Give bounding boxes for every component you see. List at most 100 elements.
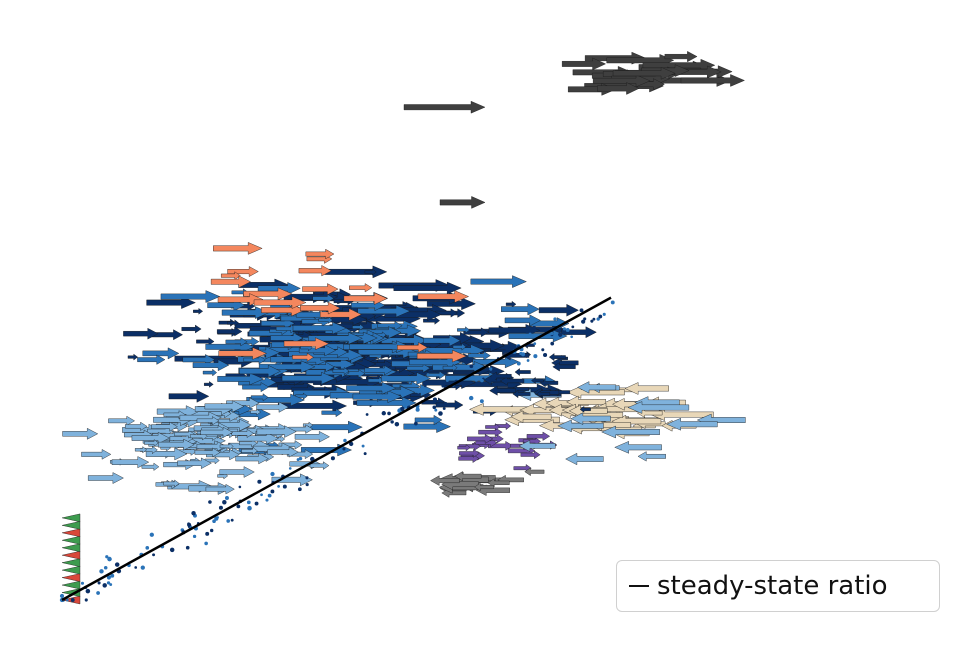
- arrow-light_blue-42: [156, 405, 200, 418]
- dot-81: [491, 375, 496, 380]
- arrow-dark_gray-9: [664, 51, 698, 63]
- arrow-mid_blue-135: [298, 344, 337, 357]
- arrow-mid_blue-116: [452, 343, 467, 351]
- dot-7: [404, 405, 408, 409]
- dot-79: [222, 500, 227, 505]
- arrow-light_blue-103: [309, 461, 330, 470]
- dot-78: [270, 489, 275, 494]
- fan-arrow-2: [61, 580, 81, 590]
- dot-67: [238, 485, 242, 489]
- arrow-light_blue-67: [196, 441, 227, 452]
- dot-112: [550, 341, 555, 346]
- arrow-light_blue_left-10: [666, 417, 718, 431]
- dot-137: [516, 361, 521, 366]
- fan-arrow-10: [61, 521, 81, 530]
- dot-114: [282, 484, 287, 489]
- dot-128: [305, 476, 309, 480]
- arrow-mid_blue-90: [192, 359, 230, 372]
- dot-157: [210, 528, 214, 533]
- arrow-beige-26: [510, 410, 552, 424]
- arrow-navy-87: [181, 324, 202, 334]
- dot-55: [296, 458, 300, 462]
- arrow-navy-173: [127, 353, 139, 361]
- arrow-navy_left-7: [499, 376, 525, 386]
- dot-30: [192, 534, 197, 539]
- dot-90: [208, 500, 212, 504]
- dot-4: [424, 384, 427, 388]
- arrow-mid_blue-14: [160, 290, 221, 303]
- fan-arrow-4: [61, 565, 81, 575]
- arrow-mid_blue-71: [364, 365, 394, 376]
- dot-96: [246, 500, 251, 505]
- dot-53: [417, 390, 420, 394]
- fan-arrow-11: [61, 513, 81, 523]
- arrow-mid_blue-62: [357, 304, 411, 318]
- arrow-salmon-15: [319, 308, 362, 321]
- dot-5: [114, 562, 120, 567]
- arrow-purple-2: [478, 427, 503, 437]
- dot-48: [438, 411, 443, 416]
- arrow-salmon-7: [218, 347, 268, 360]
- dot-24: [102, 583, 107, 588]
- dot-118: [553, 317, 557, 321]
- dot-35: [187, 522, 191, 526]
- arrow-salmon-6: [243, 287, 293, 301]
- arrow-light_blue-105: [231, 428, 254, 438]
- dot-19: [103, 566, 108, 570]
- arrow-light_blue-87: [62, 427, 99, 440]
- arrow-navy-83: [204, 381, 214, 388]
- arrow-light_blue-89: [237, 432, 279, 445]
- dot-27: [107, 556, 112, 562]
- arrow-light_blue-104: [256, 425, 297, 438]
- dot-151: [348, 441, 354, 447]
- arrow-mid_blue-87: [318, 316, 333, 324]
- arrow-mid_blue-20: [423, 334, 461, 347]
- dot-47: [469, 364, 474, 369]
- arrow-light_blue-60: [303, 421, 314, 429]
- dot-147: [80, 581, 85, 585]
- fan-arrow-3: [61, 573, 81, 582]
- dot-91: [225, 496, 229, 500]
- arrow-mid_blue-86: [381, 372, 432, 385]
- steady-state-ratio-line: [61, 296, 612, 602]
- arrow-mid_blue-113: [292, 321, 347, 335]
- arrow-navy-131: [193, 307, 204, 315]
- arrow-beige-22: [624, 382, 669, 395]
- dot-69: [260, 493, 263, 497]
- arrow-mid_blue-93: [221, 306, 270, 319]
- arrow-salmon-11: [283, 337, 330, 351]
- arrow-salmon-21: [305, 248, 335, 260]
- dot-8: [596, 317, 600, 321]
- arrow-salmon-14: [292, 352, 314, 362]
- arrow-light_blue-41: [250, 408, 261, 416]
- dot-95: [305, 483, 309, 487]
- dot-59: [152, 553, 156, 557]
- arrow-mid_blue-76: [306, 420, 363, 434]
- arrow-mid_blue-73: [406, 363, 431, 373]
- dot-56: [526, 359, 530, 362]
- arrow-light_blue_left-9: [570, 412, 611, 425]
- arrow-mid_blue-4: [381, 334, 429, 347]
- dot-1: [432, 397, 438, 402]
- legend: steady-state ratio: [616, 560, 940, 612]
- arrow-navy_left-18: [536, 390, 551, 398]
- dot-74: [474, 378, 478, 382]
- dot-113: [361, 444, 365, 448]
- arrow-light_blue-98: [205, 483, 235, 495]
- arrow-navy-99: [216, 326, 243, 337]
- dot-20: [191, 510, 196, 516]
- arrow-light_blue_left-5: [601, 425, 660, 439]
- arrow-light_blue_left-11: [577, 381, 617, 394]
- arrow-mid_blue-133: [467, 351, 491, 361]
- dot-148: [390, 420, 394, 424]
- dot-143: [145, 546, 150, 550]
- dot-13: [106, 581, 111, 585]
- arrow-light_blue-64: [131, 431, 170, 445]
- arrow-mid_blue-105: [457, 326, 470, 334]
- arrow-light_blue_left-1: [614, 441, 662, 454]
- dot-42: [230, 518, 234, 522]
- dot-100: [204, 541, 208, 546]
- arrow-beige-28: [545, 396, 589, 410]
- dot-50: [363, 452, 367, 456]
